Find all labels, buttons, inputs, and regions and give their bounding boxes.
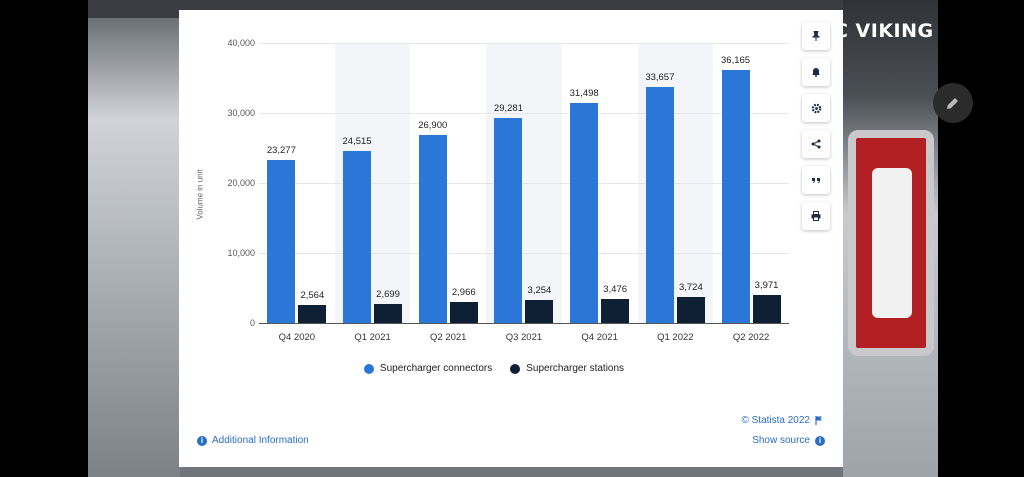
x-tick-label: Q2 2022 (732, 332, 770, 343)
y-tick-label: 10,000 (227, 248, 255, 258)
additional-information-link[interactable]: i Additional Information (197, 435, 309, 446)
bar-stations[interactable] (676, 296, 705, 323)
gridline (259, 183, 789, 184)
data-label: 29,281 (493, 103, 523, 115)
bar-stations[interactable] (601, 298, 630, 323)
bar-connectors[interactable] (494, 118, 523, 323)
chart-card: 0 10,000 20,000 30,000 40,000 Volume in unit… (179, 10, 843, 467)
bar-connectors[interactable] (418, 134, 447, 323)
gridline (259, 43, 789, 44)
legend-label-connectors: Supercharger connectors (379, 363, 493, 374)
x-tick-label: Q4 2021 (581, 332, 618, 343)
pencil-icon (947, 97, 959, 109)
bar-connectors[interactable] (570, 102, 599, 323)
legend-item-connectors[interactable]: Supercharger connectors (363, 363, 493, 374)
share-button[interactable] (802, 130, 830, 158)
y-tick-label: 20,000 (227, 178, 255, 188)
edit-button[interactable] (933, 83, 973, 123)
data-label: 26,900 (418, 119, 448, 131)
copyright-text: © Statista 2022 (741, 415, 810, 426)
bar-stations[interactable] (374, 304, 403, 323)
y-axis-label: Volume in unit (195, 169, 205, 220)
bar-stations[interactable] (752, 295, 781, 323)
share-icon (811, 139, 821, 149)
y-tick-label: 0 (249, 318, 255, 328)
notification-button[interactable] (802, 58, 830, 86)
info-icon: i (815, 435, 825, 446)
pin-icon (811, 31, 821, 41)
background-supercharger-panel (872, 168, 912, 318)
x-tick-label: Q1 2021 (354, 332, 391, 343)
bar-stations[interactable] (298, 305, 327, 323)
legend-dot-connectors (363, 363, 374, 374)
data-label: 2,699 (376, 289, 400, 301)
data-label: 3,476 (603, 283, 628, 295)
pin-button[interactable] (802, 22, 830, 50)
statista-copyright[interactable]: © Statista 2022 (741, 415, 823, 426)
bar-connectors[interactable] (721, 69, 750, 323)
info-icon: i (197, 435, 207, 446)
print-icon (811, 211, 821, 221)
bar-connectors[interactable] (343, 151, 372, 323)
flag-icon (815, 416, 822, 425)
data-label: 36,165 (721, 54, 751, 66)
quote-icon (812, 178, 820, 183)
background-supercharger (848, 130, 934, 356)
data-label: 24,515 (342, 136, 372, 148)
gridline (259, 113, 789, 114)
x-tick-label: Q3 2021 (505, 332, 543, 343)
data-label: 31,498 (569, 87, 599, 99)
bar-stations[interactable] (525, 300, 554, 323)
chart-toolbar (802, 22, 830, 230)
y-tick-label: 30,000 (227, 108, 255, 118)
x-tick-label: Q2 2021 (430, 332, 467, 343)
x-tick-label: Q4 2020 (278, 332, 316, 343)
data-label: 3,724 (678, 281, 703, 293)
channel-brand: C VIKING (834, 20, 934, 42)
x-tick-label: Q1 2022 (657, 332, 694, 343)
data-label: 3,254 (527, 285, 552, 297)
x-axis-baseline (259, 323, 789, 324)
y-tick-label: 40,000 (227, 38, 255, 48)
bar-connectors[interactable] (645, 87, 674, 323)
show-source-text: Show source (752, 435, 810, 446)
gear-icon (811, 103, 821, 113)
data-label: 23,277 (266, 145, 296, 157)
data-label: 2,966 (451, 287, 476, 299)
data-label: 33,657 (645, 72, 675, 84)
legend-label-stations: Supercharger stations (526, 363, 625, 374)
bar-stations[interactable] (449, 302, 478, 323)
print-button[interactable] (802, 202, 830, 230)
legend-dot-stations (510, 363, 521, 374)
background-left-area (88, 0, 180, 477)
additional-information-text: Additional Information (212, 435, 309, 446)
settings-button[interactable] (802, 94, 830, 122)
gridline (259, 253, 789, 254)
show-source-link[interactable]: Show source i (752, 435, 825, 446)
chart-legend: Supercharger connectors Supercharger sta… (179, 363, 809, 374)
data-label: 2,564 (300, 290, 325, 302)
bar-connectors[interactable] (267, 160, 296, 323)
cite-button[interactable] (802, 166, 830, 194)
legend-item-stations[interactable]: Supercharger stations (510, 363, 624, 374)
data-label: 3,971 (754, 280, 779, 292)
bell-icon (812, 68, 820, 77)
